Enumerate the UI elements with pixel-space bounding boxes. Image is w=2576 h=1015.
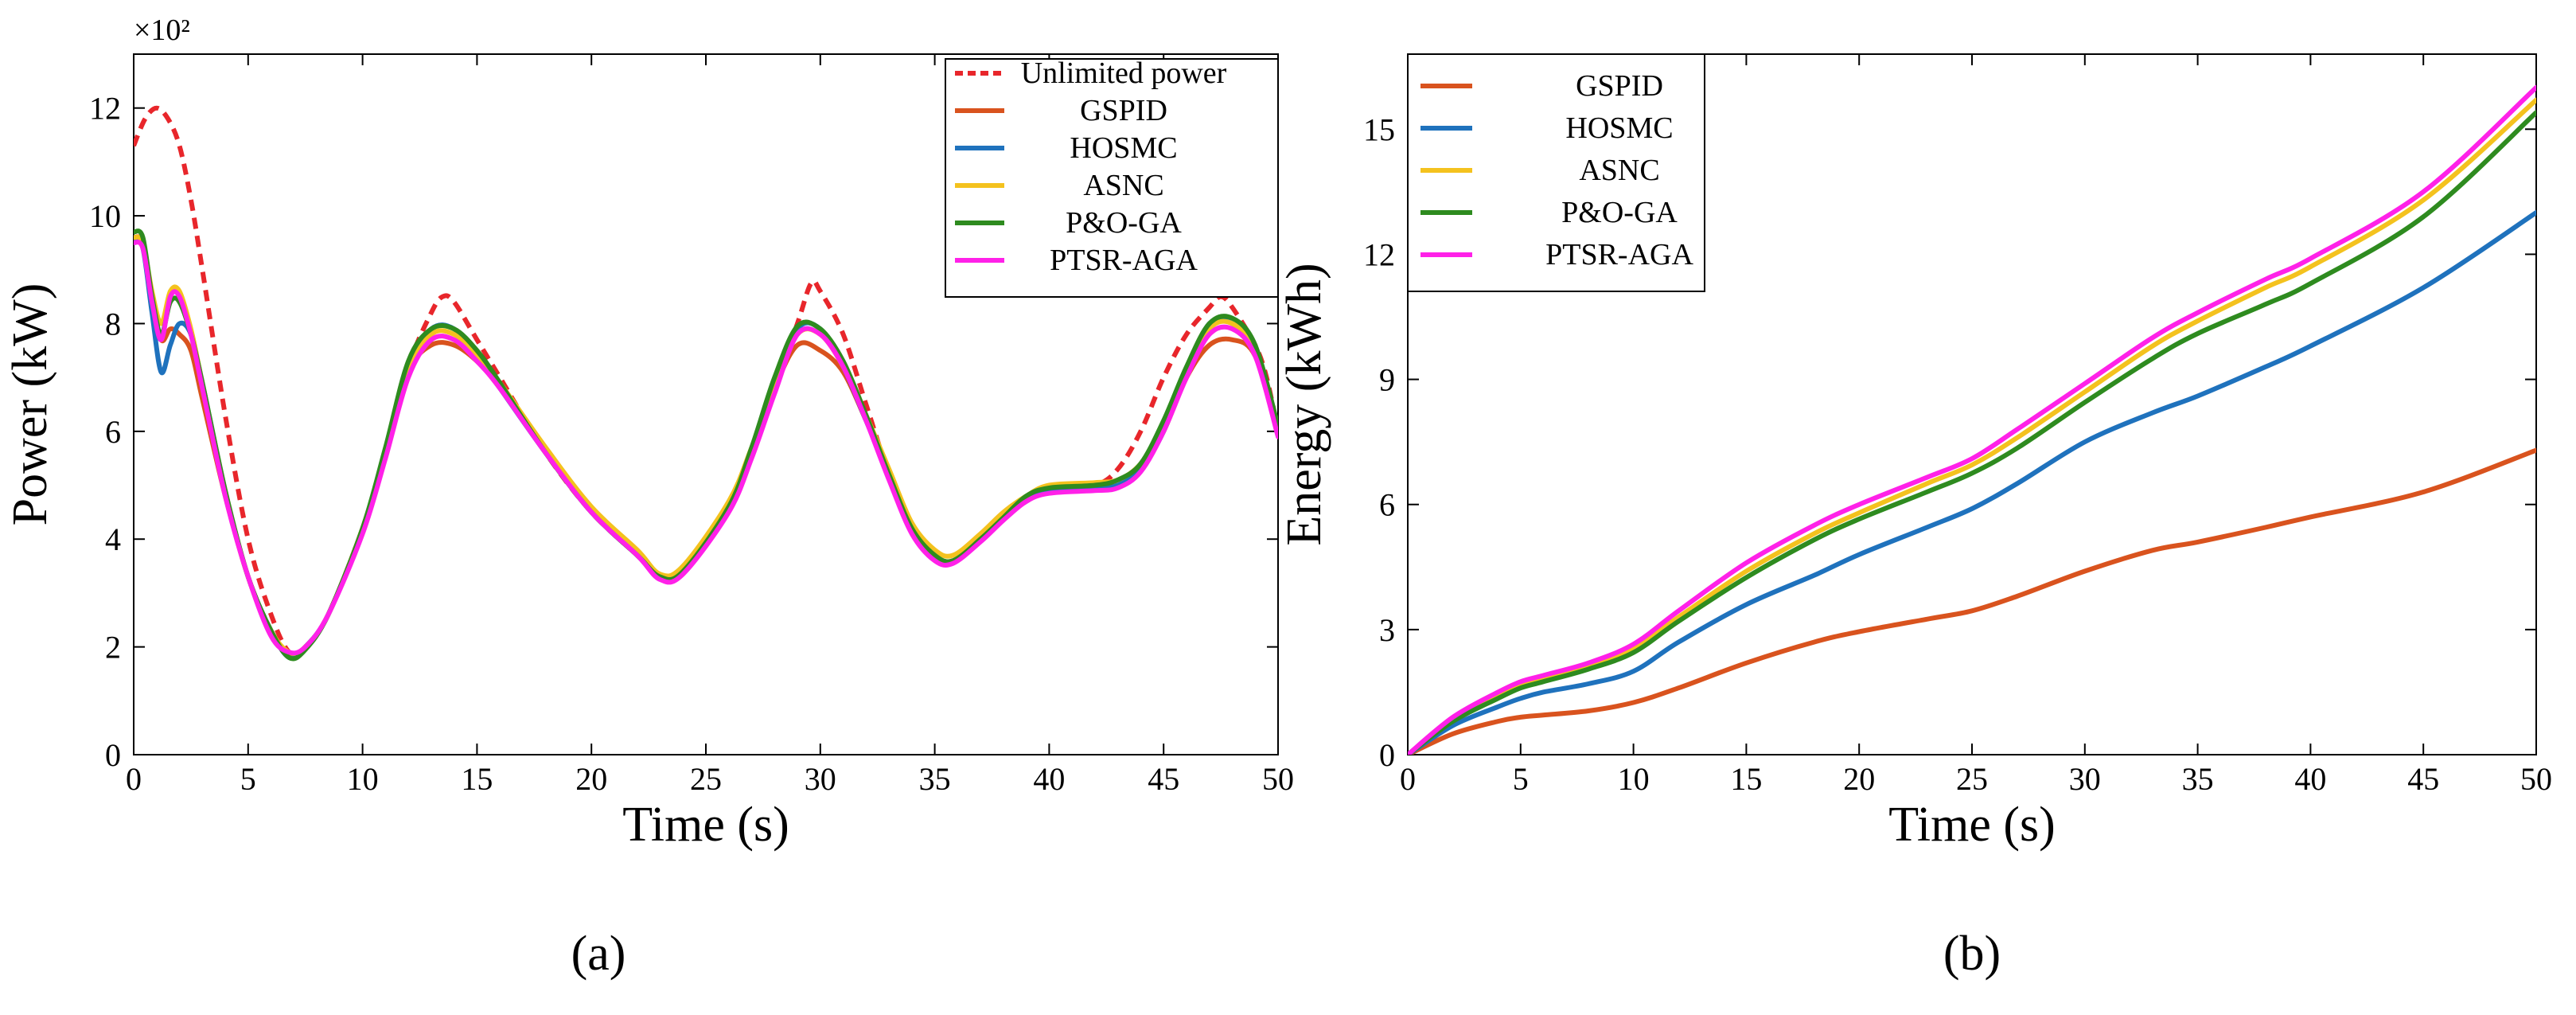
power-x-tick-label: 30 [805, 761, 836, 797]
energy-x-tick-label: 45 [2407, 761, 2439, 797]
power-y-tick-label: 0 [105, 737, 121, 773]
power-x-tick-label: 35 [919, 761, 951, 797]
power-legend-label-hosmc: HOSMC [1070, 131, 1177, 165]
power-y-tick-label: 6 [105, 414, 121, 450]
power-y-tick-label: 2 [105, 630, 121, 666]
power-y-tick-label: 10 [89, 198, 121, 234]
energy-x-tick-label: 40 [2294, 761, 2326, 797]
power-legend-label-pando-ga: P&O-GA [1066, 206, 1182, 240]
panel-label-a: (a) [571, 927, 626, 981]
power-y-tick-label: 12 [89, 91, 121, 127]
energy-legend-label-gspid: GSPID [1576, 69, 1663, 103]
power-chart: 0 5 10 15 20 25 30 35 40 45 50 0 2 4 6 8 10 12 Time (s) Pow… [3, 14, 1294, 852]
energy-x-tick-label: 15 [1730, 761, 1762, 797]
power-x-tick-label: 40 [1033, 761, 1065, 797]
energy-x-tick-label: 0 [1400, 761, 1416, 797]
energy-y-axis-title: Energy (kWh) [1277, 263, 1331, 545]
power-y-multiplier-label: ×10² [134, 14, 190, 47]
power-series-asnc [134, 234, 1278, 656]
power-series-ptsr-aga [134, 240, 1278, 656]
energy-x-axis-title: Time (s) [1888, 798, 2056, 852]
power-y-tick-label: 8 [105, 306, 121, 342]
power-legend-label-ptsr-aga: PTSR-AGA [1050, 244, 1198, 277]
power-x-tick-label: 50 [1262, 761, 1294, 797]
power-x-tick-label: 10 [347, 761, 379, 797]
power-legend-label-gspid: GSPID [1080, 94, 1167, 127]
energy-x-tick-label: 10 [1618, 761, 1650, 797]
energy-legend-label-hosmc: HOSMC [1565, 111, 1673, 145]
energy-x-tick-label: 25 [1956, 761, 1988, 797]
power-x-tick-label: 5 [240, 761, 256, 797]
energy-x-tick-label: 20 [1843, 761, 1875, 797]
energy-y-tick-label: 15 [1363, 111, 1395, 147]
power-x-tick-label: 25 [690, 761, 722, 797]
energy-x-tick-label: 35 [2182, 761, 2214, 797]
energy-y-tick-label: 9 [1379, 362, 1395, 398]
energy-x-tick-label: 50 [2520, 761, 2552, 797]
energy-y-tick-label: 6 [1379, 487, 1395, 523]
power-x-axis-title: Time (s) [622, 798, 789, 852]
power-legend-label-asnc: ASNC [1083, 169, 1163, 202]
energy-series-ptsr-aga [1408, 84, 2536, 755]
power-y-tick-label: 4 [105, 521, 121, 557]
energy-y-tick-label: 0 [1379, 737, 1395, 773]
power-x-tick-label: 45 [1148, 761, 1179, 797]
energy-series-hosmc [1408, 210, 2536, 755]
energy-x-tick-label: 30 [2069, 761, 2101, 797]
energy-y-tick-label: 3 [1379, 612, 1395, 648]
energy-series-gspid [1408, 447, 2536, 755]
power-x-tick-label: 0 [126, 761, 142, 797]
energy-legend-label-ptsr-aga: PTSR-AGA [1545, 238, 1693, 271]
power-y-axis-title: Power (kW) [3, 283, 57, 526]
power-legend-label-unlimited-power: Unlimited power [1021, 57, 1227, 90]
energy-series-pando-ga [1408, 110, 2536, 755]
energy-chart: 0 5 10 15 20 25 30 35 40 45 50 0 3 6 9 12 15 Time (s) Ener… [1277, 53, 2552, 852]
energy-y-tick-label: 12 [1363, 236, 1395, 272]
power-legend [945, 58, 1279, 298]
power-series-hosmc [134, 235, 1278, 661]
energy-legend-label-asnc: ASNC [1579, 154, 1659, 187]
power-series-gspid [134, 234, 1278, 658]
power-x-tick-label: 15 [461, 761, 493, 797]
energy-x-tick-label: 5 [1513, 761, 1529, 797]
energy-legend-label-pando-ga: P&O-GA [1561, 196, 1678, 229]
power-x-tick-label: 20 [575, 761, 607, 797]
panel-label-b: (b) [1943, 927, 2001, 981]
